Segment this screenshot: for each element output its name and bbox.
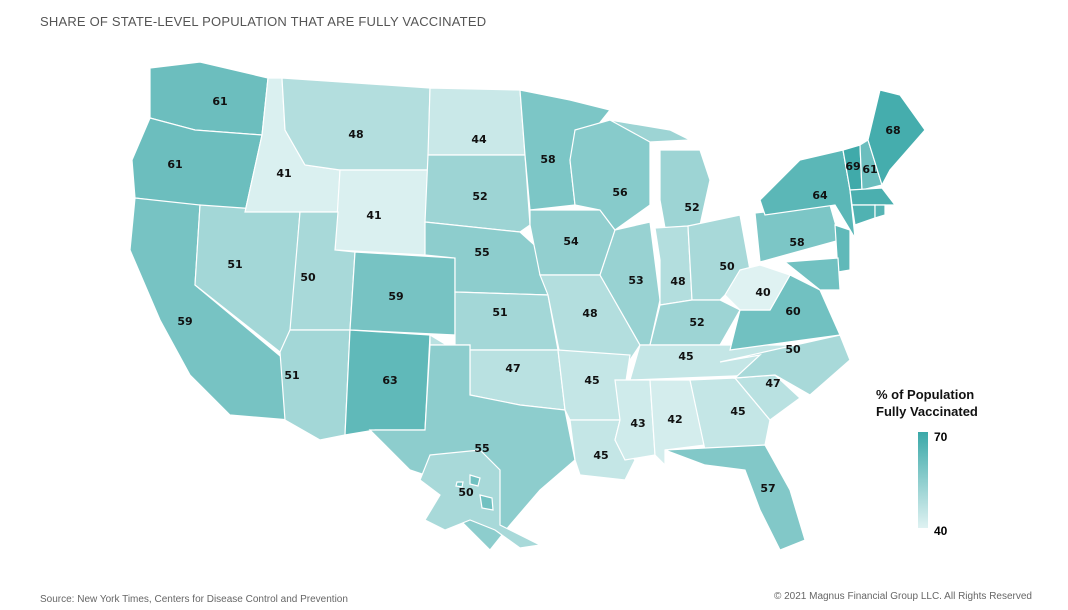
state-az — [279, 329, 351, 441]
state-label-ms: 43 — [630, 417, 645, 430]
state-nj — [834, 224, 851, 273]
state-mi — [659, 149, 711, 229]
state-ct — [851, 204, 876, 226]
state-label-la: 45 — [593, 449, 608, 462]
state-label-wv: 40 — [755, 286, 771, 299]
state-nc — [719, 334, 851, 396]
state-label-vt: 69 — [845, 160, 860, 173]
state-fl — [664, 444, 806, 551]
state-hi — [455, 481, 464, 488]
state-label-in: 48 — [670, 275, 685, 288]
state-label-sc: 47 — [765, 377, 780, 390]
state-sd — [424, 154, 531, 233]
legend-max-label: 70 — [934, 430, 948, 444]
state-in — [654, 225, 693, 306]
state-label-nv: 51 — [227, 258, 242, 271]
state-mt — [281, 77, 431, 171]
state-label-ky: 52 — [689, 316, 704, 329]
state-label-nd: 44 — [471, 133, 487, 146]
state-label-ia: 54 — [563, 235, 579, 248]
state-label-va: 60 — [785, 305, 801, 318]
source-note: Source: New York Times, Centers for Dise… — [40, 594, 348, 605]
state-label-ny: 64 — [812, 189, 828, 202]
state-label-mi: 52 — [684, 201, 699, 214]
legend-title: % of Population Fully Vaccinated — [876, 386, 978, 420]
state-label-ca: 59 — [177, 315, 192, 328]
state-label-mo: 48 — [582, 307, 597, 320]
state-label-or: 61 — [167, 158, 182, 171]
state-label-ks: 51 — [492, 306, 507, 319]
state-label-ok: 47 — [505, 362, 520, 375]
state-ri — [874, 204, 886, 219]
state-label-ak: 50 — [458, 486, 474, 499]
chart-title: SHARE OF STATE-LEVEL POPULATION THAT ARE… — [40, 14, 487, 29]
state-md — [783, 257, 841, 291]
state-label-wy: 41 — [366, 209, 381, 222]
state-label-tx: 55 — [474, 442, 489, 455]
state-me — [867, 89, 926, 187]
state-label-pa: 58 — [789, 236, 804, 249]
state-ak — [419, 449, 542, 549]
state-label-al: 42 — [667, 413, 682, 426]
state-label-nm: 63 — [382, 374, 397, 387]
legend-min-label: 40 — [934, 524, 948, 538]
state-wv — [724, 264, 791, 311]
legend-color-bar — [918, 432, 928, 528]
copyright-note: © 2021 Magnus Financial Group LLC. All R… — [773, 591, 1032, 602]
state-label-fl: 57 — [760, 482, 775, 495]
state-label-me: 68 — [885, 124, 900, 137]
state-label-tn: 45 — [678, 350, 693, 363]
state-hi — [469, 474, 481, 487]
state-label-co: 59 — [388, 290, 403, 303]
state-label-id: 41 — [276, 167, 291, 180]
state-ma — [849, 187, 897, 206]
state-label-ut: 50 — [300, 271, 316, 284]
state-hi — [479, 494, 494, 511]
state-label-ne: 55 — [474, 246, 489, 259]
state-label-mt: 48 — [348, 128, 363, 141]
legend-title-line1: % of Population — [876, 387, 975, 402]
state-label-nh: 61 — [862, 163, 877, 176]
state-label-il: 53 — [628, 274, 643, 287]
state-ks — [454, 291, 559, 351]
state-tx — [368, 344, 576, 551]
state-label-oh: 50 — [719, 260, 735, 273]
state-label-ar: 45 — [584, 374, 599, 387]
state-label-wi: 56 — [612, 186, 628, 199]
state-label-wa: 61 — [212, 95, 227, 108]
state-label-sd: 52 — [472, 190, 487, 203]
legend-title-line2: Fully Vaccinated — [876, 404, 978, 419]
state-ny — [759, 149, 856, 239]
state-mi — [609, 119, 693, 143]
state-label-nc: 50 — [785, 343, 801, 356]
state-label-mn: 58 — [540, 153, 555, 166]
state-label-ga: 45 — [730, 405, 745, 418]
state-label-az: 51 — [284, 369, 299, 382]
